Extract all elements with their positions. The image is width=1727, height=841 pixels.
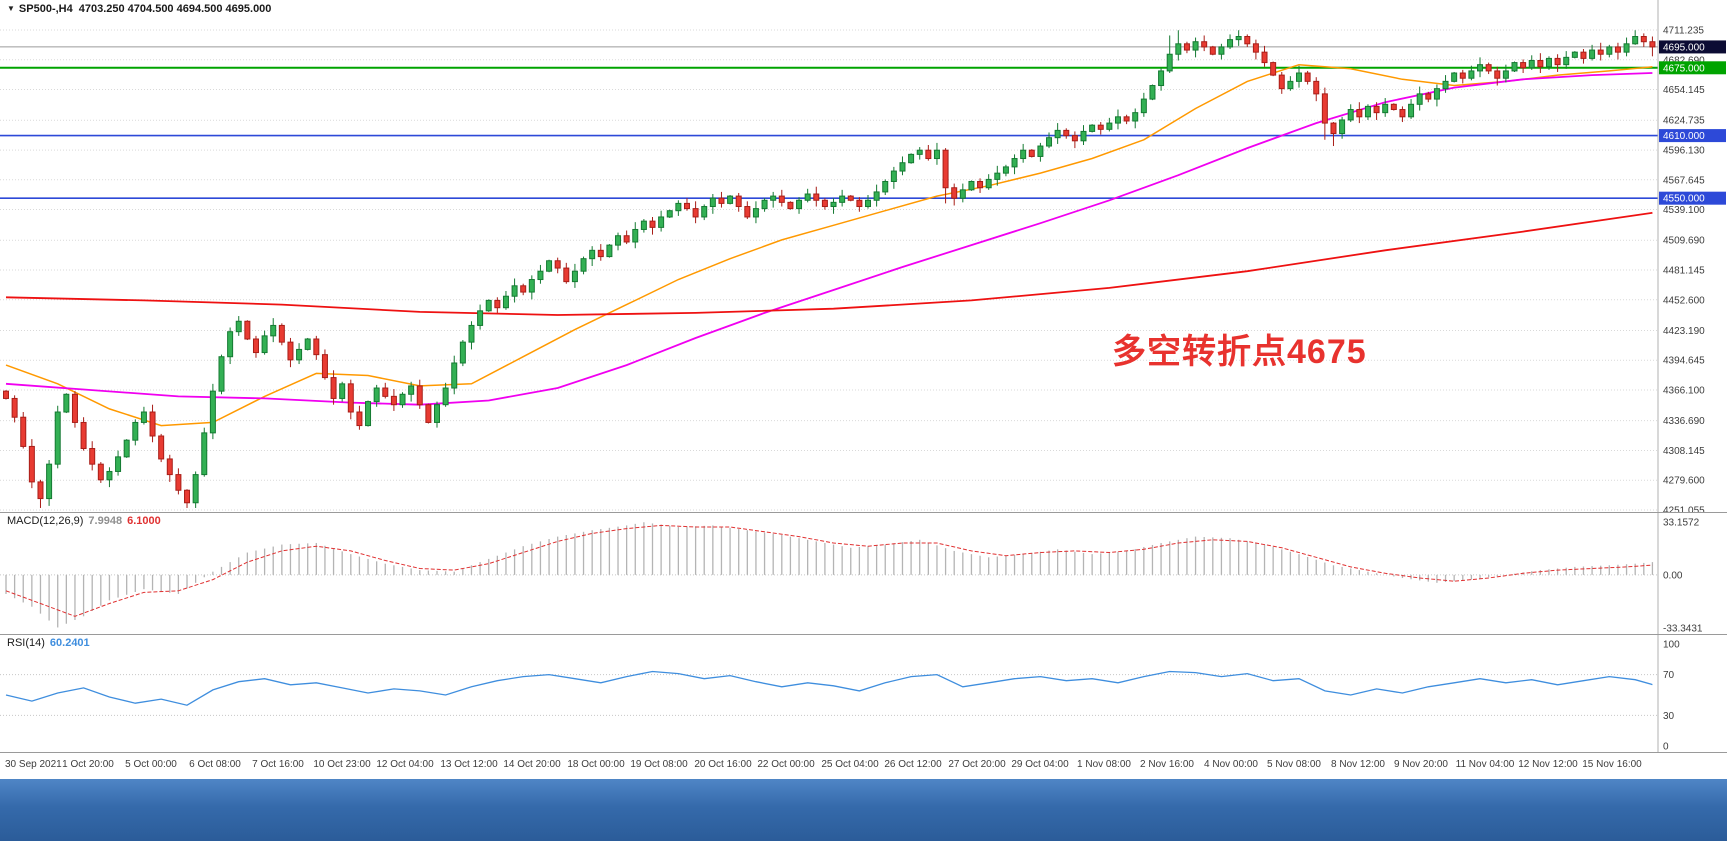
ohlc-values: 4703.250 4704.500 4694.500 4695.000 <box>78 3 272 15</box>
time-label: 13 Oct 12:00 <box>440 759 498 770</box>
time-label: 2 Nov 16:00 <box>1140 759 1194 770</box>
rsi-tick: 100 <box>1663 640 1680 651</box>
time-label: 12 Nov 12:00 <box>1518 759 1578 770</box>
price-tick: 4308.145 <box>1663 446 1705 457</box>
symbol-timeframe-label: SP500-,H4 <box>18 3 73 15</box>
price-chart-panel[interactable]: 4711.235 4682.690 4654.145 4624.735 4596.130… <box>0 0 1727 512</box>
rsi-panel[interactable]: 100 70 30 0 RSI(14) 60.2401 <box>0 634 1727 752</box>
rsi-name: RSI(14) <box>7 637 45 649</box>
price-tick: 4481.145 <box>1663 266 1705 277</box>
time-label: 1 Oct 20:00 <box>62 759 114 770</box>
horizontal-level-lines <box>0 46 1658 199</box>
price-tick: 4251.055 <box>1663 506 1705 513</box>
slow-ma-red <box>5 211 1653 316</box>
macd-tick: 33.1572 <box>1663 518 1700 529</box>
price-tick: 4567.645 <box>1663 175 1705 186</box>
time-label: 30 Sep 2021 <box>5 759 62 770</box>
macd-label: MACD(12,26,9) 7.9948 6.1000 <box>7 515 161 527</box>
current-price-tag <box>1659 40 1726 54</box>
rsi-line <box>5 670 1653 706</box>
time-label: 5 Nov 08:00 <box>1267 759 1321 770</box>
price-tick: 4452.600 <box>1663 295 1705 306</box>
time-label: 1 Nov 08:00 <box>1077 759 1131 770</box>
bottom-bar <box>0 779 1727 841</box>
price-tick: 4539.100 <box>1663 205 1705 216</box>
rsi-canvas[interactable]: 100 70 30 0 <box>0 635 1727 752</box>
time-label: 19 Oct 08:00 <box>630 759 688 770</box>
time-label: 6 Oct 08:00 <box>189 759 241 770</box>
support-level-tag-4610-label: 4610.000 <box>1663 131 1705 142</box>
support-level-tag-4550-label: 4550.000 <box>1663 194 1705 205</box>
price-tick: 4366.100 <box>1663 386 1705 397</box>
macd-tick: -33.3431 <box>1663 624 1703 635</box>
candles <box>3 30 1656 508</box>
pivot-level-tag-label: 4675.000 <box>1663 63 1705 74</box>
pivot-annotation: 多空转折点4675 <box>1112 333 1367 371</box>
time-label: 25 Oct 04:00 <box>821 759 879 770</box>
rsi-label: RSI(14) 60.2401 <box>7 637 90 649</box>
rsi-tick: 0 <box>1663 742 1669 753</box>
time-label: 9 Nov 20:00 <box>1394 759 1448 770</box>
macd-canvas[interactable]: 33.1572 0.00 -33.3431 <box>0 513 1727 634</box>
pivot-level-tag <box>1659 61 1726 75</box>
price-tick: 4509.690 <box>1663 236 1705 247</box>
macd-tick: 0.00 <box>1663 570 1683 581</box>
time-label: 11 Nov 04:00 <box>1455 759 1515 770</box>
fast-ma-orange <box>5 63 1653 427</box>
price-tick: 4596.130 <box>1663 146 1705 157</box>
price-tick: 4394.645 <box>1663 356 1705 367</box>
price-gridlines <box>0 29 1658 511</box>
symbol-info: ▼ SP500-,H4 4703.250 4704.500 4694.500 469… <box>7 3 271 15</box>
support-level-tag-4610 <box>1659 129 1726 143</box>
macd-name: MACD(12,26,9) <box>7 515 84 527</box>
macd-axis[interactable]: 33.1572 0.00 -33.3431 <box>1663 518 1703 635</box>
price-tick: 4682.690 <box>1663 55 1705 66</box>
time-label: 20 Oct 16:00 <box>694 759 752 770</box>
time-label: 4 Nov 00:00 <box>1204 759 1258 770</box>
current-price-tag-label: 4695.000 <box>1663 42 1705 53</box>
time-label: 5 Oct 00:00 <box>125 759 177 770</box>
chevron-down-icon: ▼ <box>7 4 15 13</box>
macd-signal-line <box>5 524 1653 617</box>
time-label: 15 Nov 16:00 <box>1582 759 1642 770</box>
macd-signal-value: 6.1000 <box>127 515 161 527</box>
rsi-axis[interactable]: 100 70 30 0 <box>1663 640 1680 753</box>
time-label: 29 Oct 04:00 <box>1011 759 1069 770</box>
time-label: 12 Oct 04:00 <box>376 759 434 770</box>
time-label: 18 Oct 00:00 <box>567 759 625 770</box>
price-tick: 4336.690 <box>1663 416 1705 427</box>
price-tick: 4654.145 <box>1663 85 1705 96</box>
rsi-tick: 30 <box>1663 711 1675 722</box>
price-tick: 4423.190 <box>1663 326 1705 337</box>
rsi-value: 60.2401 <box>49 637 90 649</box>
price-tick: 4711.235 <box>1663 26 1704 37</box>
time-label: 14 Oct 20:00 <box>503 759 561 770</box>
time-axis[interactable]: 30 Sep 2021 1 Oct 20:00 5 Oct 00:00 6 Oct 0… <box>0 752 1727 779</box>
time-label: 27 Oct 20:00 <box>948 759 1006 770</box>
moving-averages <box>5 63 1653 427</box>
rsi-tick: 70 <box>1663 670 1675 681</box>
price-tags: 4695.000 4675.000 4610.000 4550.000 <box>1659 40 1726 205</box>
price-chart-canvas[interactable]: 4711.235 4682.690 4654.145 4624.735 4596.130… <box>0 0 1727 512</box>
rsi-level-lines <box>0 674 1658 716</box>
mid-ma-magenta <box>5 72 1653 406</box>
macd-main-value: 7.9948 <box>88 515 123 527</box>
time-label: 22 Oct 00:00 <box>757 759 815 770</box>
time-label: 26 Oct 12:00 <box>884 759 942 770</box>
price-axis[interactable]: 4711.235 4682.690 4654.145 4624.735 4596.130… <box>1663 26 1705 513</box>
time-label: 7 Oct 16:00 <box>252 759 304 770</box>
time-label: 8 Nov 12:00 <box>1331 759 1385 770</box>
support-level-tag-4550 <box>1659 191 1726 205</box>
time-label: 10 Oct 23:00 <box>313 759 371 770</box>
macd-panel[interactable]: 33.1572 0.00 -33.3431 MACD(12,26,9) 7.9948 6… <box>0 512 1727 634</box>
price-tick: 4624.735 <box>1663 116 1705 127</box>
price-tick: 4279.600 <box>1663 476 1705 487</box>
